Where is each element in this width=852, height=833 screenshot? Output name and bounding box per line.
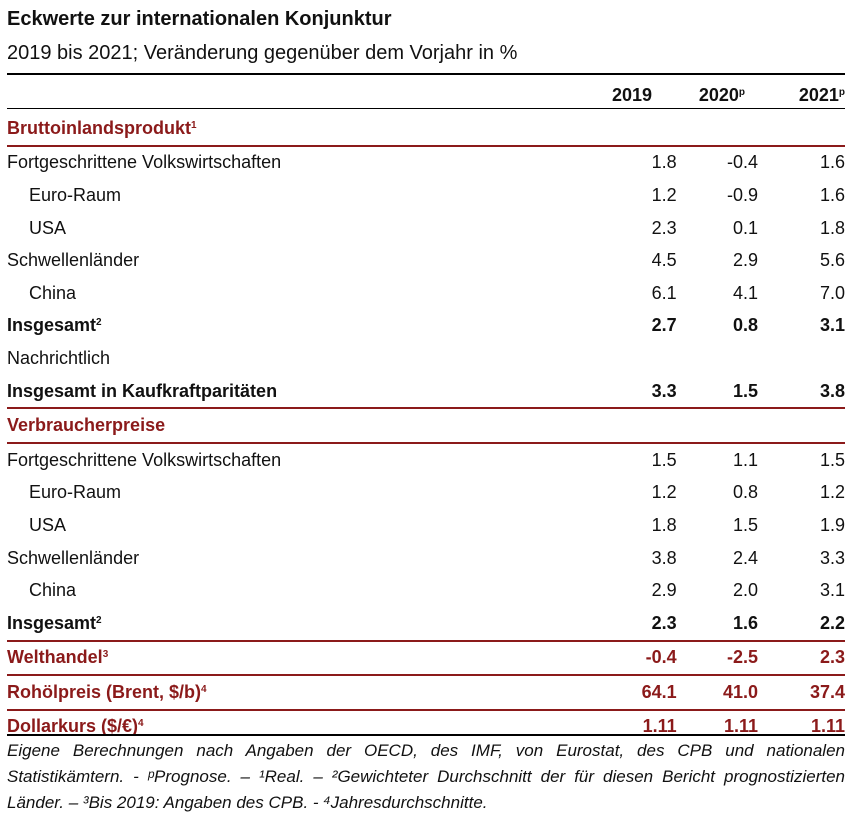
cell-value: 1.2 (819, 482, 845, 503)
cell-value: 3.3 (651, 380, 677, 401)
cell-value: 0.8 (732, 482, 758, 503)
cell-value: 2.9 (651, 580, 677, 601)
row-label: China (29, 282, 77, 303)
cell-value (758, 342, 845, 375)
cell-value: 1.5 (732, 380, 758, 401)
cell-value: 1.9 (819, 514, 845, 535)
section-heading-row: Verbraucherpreise (7, 407, 845, 444)
cell-value: -0.9 (726, 184, 758, 205)
cell-value: 1.6 (819, 184, 845, 205)
cell-value: 41.0 (676, 674, 758, 710)
cell-value: 37.4 (758, 674, 845, 710)
col-header-2021: 2021p (798, 85, 845, 105)
table-row: USA 1.8 1.5 1.9 (7, 509, 845, 542)
row-label: Euro-Raum (29, 482, 122, 503)
cell-value: 1.8 (819, 217, 845, 238)
cell-value: 7.0 (819, 282, 845, 303)
figure-subtitle: 2019 bis 2021; Veränderung gegenüber dem… (7, 42, 518, 64)
cell-value: 2.4 (732, 547, 758, 568)
cell-value (595, 342, 676, 375)
cell-value: -0.4 (595, 639, 677, 676)
table-row: China 2.9 2.0 3.1 (7, 574, 845, 607)
cell-value: 1.8 (651, 152, 677, 173)
row-label: Welthandel3 (7, 639, 596, 676)
cell-value: 4.5 (651, 250, 677, 271)
col-header-2020: 2020p (698, 85, 745, 105)
cell-value: 6.1 (651, 282, 677, 303)
cell-value: 2.0 (732, 580, 758, 601)
row-label: Euro-Raum (29, 184, 122, 205)
table-row: Euro-Raum 1.2 -0.9 1.6 (7, 179, 845, 212)
table-row: Schwellenländer 4.5 2.9 5.6 (7, 244, 845, 277)
col-header-2019: 2019 (611, 85, 652, 105)
cell-value: 5.6 (819, 250, 845, 271)
cell-value: 1.5 (651, 449, 677, 470)
cell-value: 1.5 (819, 449, 845, 470)
cell-value: 64.1 (595, 674, 677, 710)
table-row: Insgesamt2 2.7 0.8 3.1 (7, 310, 845, 343)
cell-value: 1.11 (758, 708, 845, 744)
cell-value: 1.5 (732, 514, 758, 535)
table-row: Welthandel3 -0.4 -2.5 2.3 (7, 639, 845, 676)
row-label: Fortgeschrittene Volkswirtschaften (7, 449, 282, 470)
table-row: Nachrichtlich (7, 342, 845, 375)
cell-value: 1.11 (676, 708, 758, 744)
cell-value: 1.11 (595, 708, 677, 744)
cell-value: 2.7 (651, 315, 677, 336)
row-label: USA (29, 514, 67, 535)
row-label: Schwellenländer (7, 250, 140, 271)
row-label: USA (29, 217, 67, 238)
table-row: USA 2.3 0.1 1.8 (7, 212, 845, 245)
top-rule (7, 73, 845, 75)
cell-value: 1.6 (819, 152, 845, 173)
table-row: Dollarkurs ($/€)4 1.11 1.11 1.11 (7, 708, 845, 744)
cell-value: 1.1 (732, 449, 758, 470)
cell-value: 0.8 (732, 315, 758, 336)
table-row: Fortgeschrittene Volkswirtschaften 1.5 1.1… (7, 443, 845, 477)
row-label: Fortgeschrittene Volkswirtschaften (7, 152, 282, 173)
data-table: Bruttoinlandsprodukt1 Fortgeschrittene Vo… (7, 112, 845, 744)
cell-value: 3.1 (819, 315, 845, 336)
section-heading: Verbraucherpreise (7, 407, 845, 444)
cell-value: 2.9 (732, 250, 758, 271)
cell-value: 2.3 (651, 612, 677, 633)
cell-value: -0.4 (726, 152, 758, 173)
row-label: Rohölpreis (Brent, $/b)4 (7, 674, 596, 710)
cell-value: 3.3 (819, 547, 845, 568)
row-label: Nachrichtlich (7, 347, 111, 368)
cell-value: 2.3 (758, 639, 845, 676)
section-heading: Bruttoinlandsprodukt1 (7, 112, 845, 147)
section-heading-row: Bruttoinlandsprodukt1 (7, 112, 845, 147)
table-row: Fortgeschrittene Volkswirtschaften 1.8 -0.… (7, 146, 845, 180)
cell-value: 1.8 (651, 514, 677, 535)
cell-value: -2.5 (676, 639, 758, 676)
row-label: Schwellenländer (7, 547, 140, 568)
cell-value (677, 342, 758, 375)
row-label: Dollarkurs ($/€)4 (7, 708, 596, 744)
table-row: Schwellenländer 3.8 2.4 3.3 (7, 542, 845, 575)
row-label: Insgesamt in Kaufkraftparitäten (7, 380, 278, 401)
footnote: Eigene Berechnungen nach Angaben der OEC… (7, 741, 845, 812)
table-row: Rohölpreis (Brent, $/b)4 64.1 41.0 37.4 (7, 674, 845, 710)
row-label: Insgesamt2 (7, 315, 102, 336)
figure-title: Eckwerte zur internationalen Konjunktur (7, 8, 392, 30)
header-rule (7, 108, 845, 109)
cell-value: 0.1 (732, 217, 758, 238)
bottom-rule (7, 734, 845, 736)
table-row: Insgesamt in Kaufkraftparitäten 3.3 1.5 3.8 (7, 375, 845, 409)
cell-value: 3.8 (651, 547, 677, 568)
cell-value: 1.6 (732, 612, 758, 633)
table-row: Insgesamt2 2.3 1.6 2.2 (7, 607, 845, 641)
cell-value: 3.1 (819, 580, 845, 601)
row-label: Insgesamt2 (7, 612, 102, 633)
row-label: China (29, 580, 77, 601)
table-row: China 6.1 4.1 7.0 (7, 277, 845, 310)
cell-value: 2.2 (819, 612, 845, 633)
table-row: Euro-Raum 1.2 0.8 1.2 (7, 477, 845, 510)
cell-value: 3.8 (819, 380, 845, 401)
cell-value: 1.2 (651, 184, 677, 205)
cell-value: 2.3 (651, 217, 677, 238)
cell-value: 4.1 (732, 282, 758, 303)
cell-value: 1.2 (651, 482, 677, 503)
